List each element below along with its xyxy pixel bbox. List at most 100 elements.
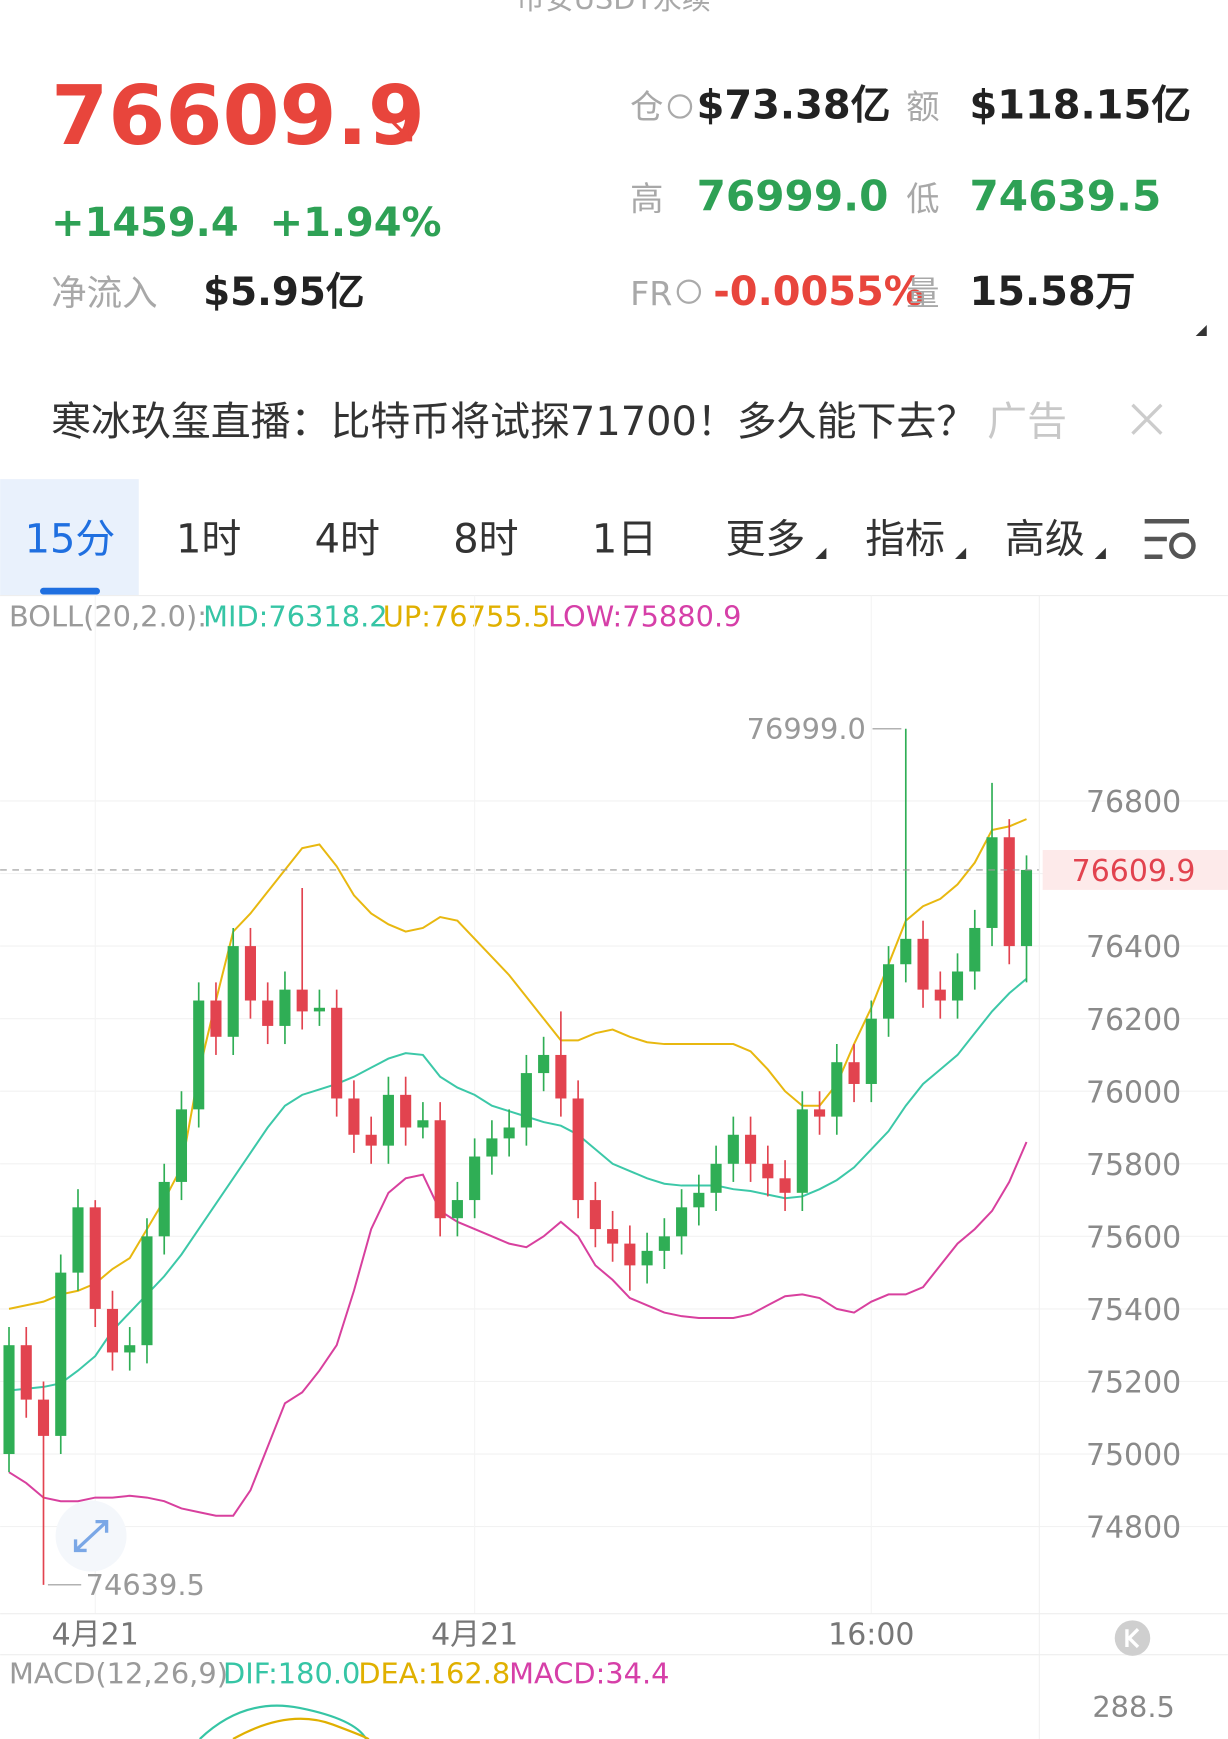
timeframe-tab[interactable]: 更多 [725, 516, 805, 562]
candle-body [658, 1236, 670, 1251]
macd-dif: DIF:180.0 [223, 1657, 360, 1691]
y-tick-label: 75400 [1086, 1293, 1181, 1328]
candle-body [762, 1163, 774, 1179]
amount: $118.15亿 [969, 83, 1191, 129]
change: +1459.4 [51, 200, 238, 246]
candle-body [693, 1192, 705, 1208]
candle-body [745, 1134, 757, 1164]
macd-value: MACD:34.4 [509, 1657, 669, 1691]
net-inflow-label: 净流入 [51, 273, 157, 314]
timeframe-tab[interactable]: 1时 [176, 516, 241, 562]
last-price-label: 76609.9 [1072, 854, 1196, 889]
high: 76999.0 [697, 172, 889, 221]
last-price: 76609.9 [51, 69, 425, 164]
y-tick-label: 75800 [1086, 1148, 1181, 1183]
ad-tag: 广告 [987, 399, 1067, 445]
settings-icon[interactable] [1144, 519, 1196, 559]
candle-body [382, 1094, 394, 1146]
info-icon[interactable] [667, 94, 693, 119]
macd-dea: DEA:162.8 [358, 1657, 510, 1691]
change-pct: +1.94% [270, 200, 442, 246]
candle-body [279, 989, 291, 1026]
candle-body [469, 1156, 481, 1201]
candle-body [538, 1054, 550, 1074]
candle-body [37, 1399, 50, 1436]
candle-body [72, 1207, 84, 1273]
active-tab-bg [0, 479, 139, 596]
candle-body [175, 1109, 188, 1182]
candle-body [106, 1308, 119, 1353]
candle-body [900, 938, 912, 965]
candle-body [641, 1250, 653, 1266]
timeframe-tab[interactable]: 高级 [1005, 516, 1085, 562]
volume-label: 量 [906, 274, 939, 313]
candle-body [296, 989, 308, 1012]
timeframe-tab[interactable]: 指标 [865, 516, 945, 562]
candle-body [365, 1134, 377, 1146]
candle-body [417, 1120, 429, 1128]
candle-body [55, 1272, 67, 1436]
fullscreen-icon [73, 1519, 109, 1553]
timeframe-tab[interactable]: 15分 [25, 516, 116, 562]
timeframe-tab[interactable]: 4时 [315, 516, 380, 562]
candle-body [710, 1163, 722, 1193]
candle-body [917, 938, 929, 990]
candle-body [89, 1207, 101, 1309]
close-ad[interactable] [1131, 403, 1163, 435]
y-tick-label: 74800 [1086, 1511, 1181, 1546]
k-icon [1125, 1628, 1140, 1649]
timeframe-tab[interactable]: 8时 [453, 516, 518, 562]
expand-corner[interactable] [1195, 324, 1207, 337]
boll-up: UP:76755.5 [383, 600, 550, 634]
candle-body [451, 1200, 463, 1219]
y-tick-label: 76000 [1086, 1075, 1181, 1110]
oi-label: 仓 [630, 88, 663, 127]
candle-body [227, 946, 239, 1037]
candle-body [727, 1134, 739, 1164]
boll-low: LOW:75880.9 [548, 600, 741, 634]
candle-body [555, 1054, 567, 1099]
k-button[interactable] [1114, 1620, 1151, 1656]
candle-body [158, 1181, 170, 1237]
fr-label: FR [630, 274, 672, 313]
candle-body [796, 1109, 808, 1193]
high-label: 高 [630, 180, 663, 219]
candle-body [969, 927, 981, 972]
candle-body [262, 1000, 274, 1026]
down-arrow [384, 114, 413, 142]
candle-body [865, 1018, 877, 1084]
funding-rate: -0.0055% [713, 269, 924, 315]
boll-line [8, 1141, 1028, 1517]
candle-body [1003, 837, 1015, 947]
boll-mid: MID:76318.2 [203, 600, 388, 634]
timeframe-tab[interactable]: 1日 [592, 516, 657, 562]
candle-body [124, 1345, 136, 1353]
candle-body [193, 1000, 205, 1110]
y-tick-label: 76400 [1086, 930, 1181, 965]
candle-body [883, 964, 895, 1019]
candle-body [3, 1345, 15, 1455]
oi: $73.38亿 [697, 83, 891, 129]
x-tick-label: 16:00 [828, 1618, 914, 1653]
info-icon[interactable] [676, 279, 702, 304]
y-tick-label: 75000 [1086, 1438, 1181, 1473]
ad-text[interactable]: 寒冰玖玺直播：比特币将试探71700！多久能下去？ [51, 399, 976, 445]
candle-body [400, 1094, 412, 1128]
candle-body [348, 1098, 360, 1135]
candle-body [210, 1000, 222, 1037]
candle-body [244, 946, 256, 1001]
candle-body [814, 1109, 826, 1117]
candle-body [434, 1120, 446, 1219]
candle-body [503, 1127, 515, 1139]
x-tick-label: 4月21 [52, 1618, 139, 1653]
candle-body [486, 1138, 498, 1157]
candle-body [624, 1243, 636, 1266]
candle-body [572, 1098, 584, 1201]
low-label: 低 [906, 180, 939, 219]
macd-dea-line [232, 1717, 370, 1739]
y-tick-label: 75200 [1086, 1366, 1181, 1401]
page-title: 币安USDT永续 [516, 0, 711, 16]
macd-dif-line [199, 1704, 368, 1739]
